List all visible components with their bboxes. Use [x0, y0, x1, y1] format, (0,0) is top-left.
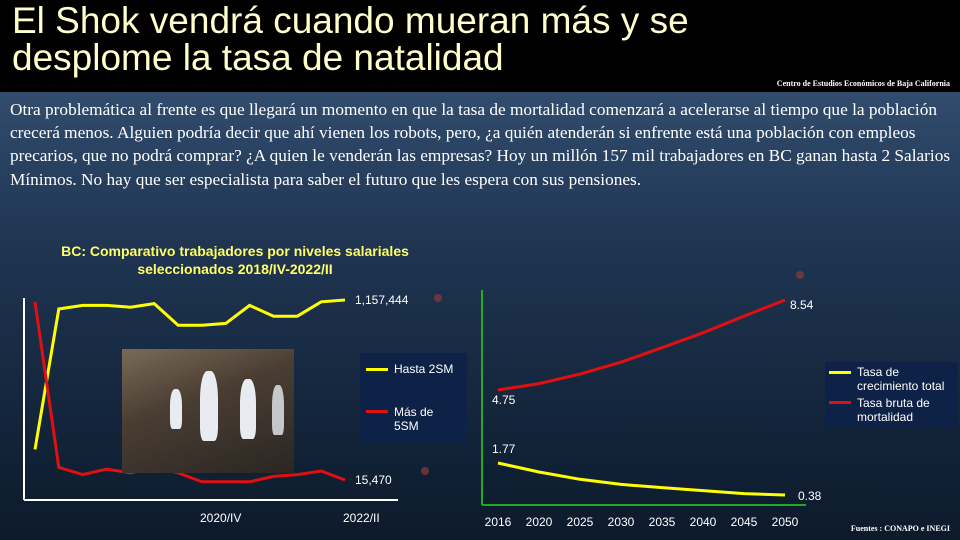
- chart1-label-mas-de-5sm: 15,470: [355, 473, 392, 487]
- chart2-x-tick-2016: 2016: [485, 515, 512, 529]
- robot-photo: [122, 349, 294, 473]
- chart2-label-crecimiento-last: 0.38: [798, 489, 822, 503]
- legend-swatch-mas-de-5sm: [366, 410, 388, 413]
- slide-title: El Shok vendrá cuando mueran más y se de…: [12, 0, 689, 78]
- body-paragraph: Otra problemática al frente es que llega…: [10, 100, 951, 189]
- chart2-x-tick-2030: 2030: [608, 515, 635, 529]
- chart1-label-hasta-2sm: 1,157,444: [355, 293, 409, 307]
- chart1-x-tick-2020-iv: 2020/IV: [200, 511, 241, 525]
- chart2-label-mortalidad-first: 4.75: [492, 393, 516, 407]
- chart1-series-hasta-2sm: [33, 298, 346, 450]
- chart2-series-mortalidad: [497, 298, 786, 392]
- chart2-label-crecimiento-first: 1.77: [492, 442, 516, 456]
- legend-label-mortalidad: Tasa bruta de mortalidad: [857, 396, 930, 424]
- title-bar: [0, 0, 960, 92]
- legend-label-mas-de-5sm: Más de 5SM: [394, 405, 434, 433]
- legend-swatch-hasta-2sm: [366, 368, 388, 371]
- chart1-legend: Hasta 2SM Más de 5SM: [360, 353, 467, 443]
- legend-swatch-mortalidad: [829, 401, 851, 404]
- chart2-legend: Tasa de crecimiento total Tasa bruta de …: [825, 362, 958, 428]
- source-top: Centro de Estudios Económicos de Baja Ca…: [776, 79, 950, 88]
- chart2-x-tick-2020: 2020: [526, 515, 553, 529]
- legend-swatch-crecimiento: [829, 371, 851, 374]
- decor-dot: [421, 467, 429, 475]
- decor-dot: [796, 271, 804, 279]
- chart2-series-crecimiento: [497, 461, 786, 497]
- source-bottom: Fuentes : CONAPO e INEGI: [850, 524, 950, 533]
- chart2-x-ticks: 2016 2020 2025 2030 2035 2040 2045 2050: [485, 515, 799, 529]
- chart2-x-tick-2050: 2050: [772, 515, 799, 529]
- legend-label-crecimiento: Tasa de crecimiento total: [857, 365, 945, 393]
- chart2-x-tick-2040: 2040: [690, 515, 717, 529]
- chart2-x-tick-2045: 2045: [731, 515, 758, 529]
- decor-dot: [434, 294, 442, 302]
- chart2-x-tick-2025: 2025: [567, 515, 594, 529]
- chart1-series-mas-de-5sm: [33, 301, 346, 484]
- chart1-title: BC: Comparativo trabajadores por niveles…: [61, 243, 409, 277]
- chart2-label-mortalidad-last: 8.54: [790, 298, 814, 312]
- chart2-x-tick-2035: 2035: [649, 515, 676, 529]
- legend-label-hasta-2sm: Hasta 2SM: [394, 362, 454, 376]
- chart1-x-tick-2022-ii: 2022/II: [343, 511, 380, 525]
